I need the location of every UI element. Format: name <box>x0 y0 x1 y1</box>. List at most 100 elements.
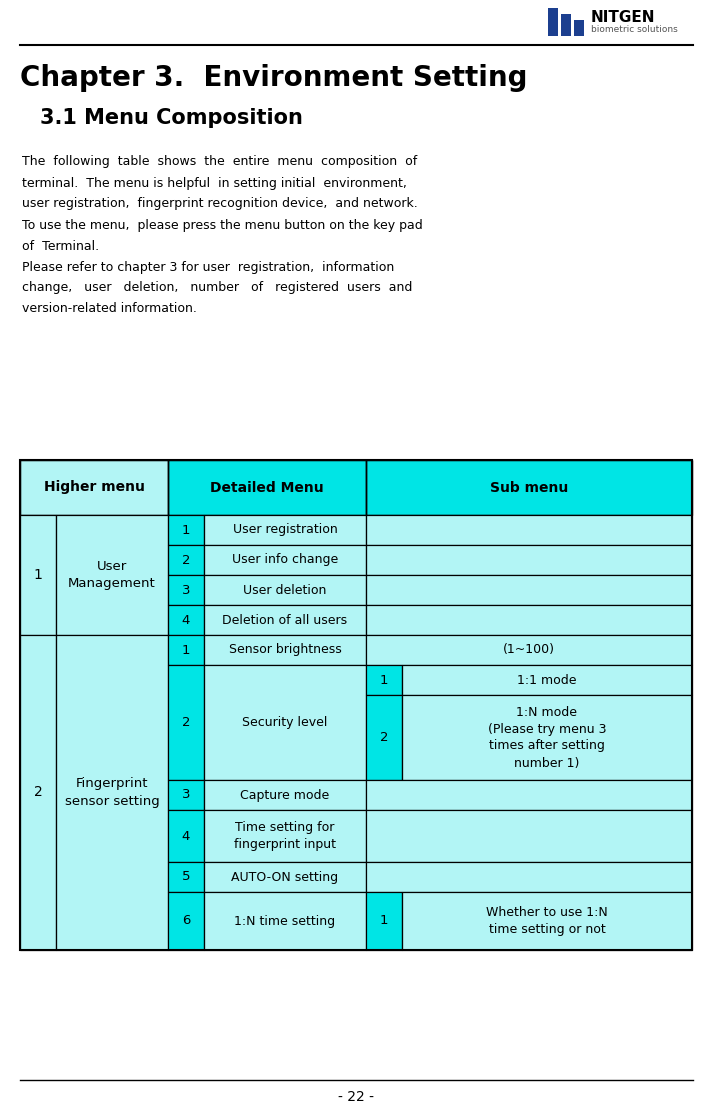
Text: 3: 3 <box>182 583 190 597</box>
Bar <box>366 780 692 810</box>
Bar <box>168 636 204 664</box>
Text: - 22 -: - 22 - <box>339 1090 374 1104</box>
Text: User registration: User registration <box>232 523 337 536</box>
Bar <box>204 810 366 861</box>
Text: user registration,  fingerprint recognition device,  and network.: user registration, fingerprint recogniti… <box>22 197 418 210</box>
Bar <box>168 515 204 545</box>
Bar <box>168 861 204 892</box>
Text: 3: 3 <box>182 788 190 801</box>
Bar <box>168 892 204 951</box>
Text: Sensor brightness: Sensor brightness <box>229 643 342 657</box>
Text: Whether to use 1:N
time setting or not: Whether to use 1:N time setting or not <box>486 906 608 936</box>
Text: 2: 2 <box>380 731 389 743</box>
Bar <box>204 861 366 892</box>
Text: User info change: User info change <box>232 553 338 567</box>
Bar <box>168 460 366 515</box>
Bar <box>402 695 692 780</box>
Bar <box>366 861 692 892</box>
Bar <box>204 636 366 664</box>
Bar <box>366 892 402 951</box>
Bar <box>56 636 168 951</box>
Bar <box>402 695 692 780</box>
Text: 1: 1 <box>380 673 389 687</box>
Bar <box>168 636 204 664</box>
Bar <box>168 780 204 810</box>
Text: 3.1 Menu Composition: 3.1 Menu Composition <box>40 108 303 128</box>
Bar <box>168 605 204 636</box>
Text: To use the menu,  please press the menu button on the key pad: To use the menu, please press the menu b… <box>22 218 423 232</box>
Bar <box>366 460 692 515</box>
Text: Security level: Security level <box>242 716 328 729</box>
Text: 1: 1 <box>182 523 190 536</box>
Bar <box>561 14 571 36</box>
Text: Chapter 3.  Environment Setting: Chapter 3. Environment Setting <box>20 65 528 92</box>
Bar <box>168 460 366 515</box>
Bar <box>204 605 366 636</box>
Bar <box>204 861 366 892</box>
Text: 4: 4 <box>182 613 190 627</box>
Bar <box>402 892 692 951</box>
Bar <box>168 575 204 605</box>
Bar <box>168 664 204 780</box>
Bar <box>366 515 692 545</box>
Text: (1~100): (1~100) <box>503 643 555 657</box>
Text: Deletion of all users: Deletion of all users <box>222 613 347 627</box>
Bar <box>168 575 204 605</box>
Bar <box>366 515 692 545</box>
Text: Higher menu: Higher menu <box>43 481 145 494</box>
Bar <box>366 664 402 695</box>
Bar <box>56 636 168 951</box>
Bar <box>366 575 692 605</box>
Text: 1: 1 <box>182 643 190 657</box>
Bar <box>20 515 56 636</box>
Bar <box>168 780 204 810</box>
Text: NITGEN: NITGEN <box>591 10 655 24</box>
Bar <box>204 545 366 575</box>
Text: Time setting for
fingerprint input: Time setting for fingerprint input <box>234 821 336 851</box>
Bar <box>20 460 168 515</box>
Bar <box>168 545 204 575</box>
Bar <box>366 636 692 664</box>
Bar <box>402 892 692 951</box>
Text: 5: 5 <box>182 870 190 884</box>
Bar <box>204 515 366 545</box>
Bar <box>366 545 692 575</box>
Bar <box>402 664 692 695</box>
Bar <box>168 861 204 892</box>
Bar <box>20 636 56 951</box>
Bar <box>20 636 56 951</box>
Bar <box>56 515 168 636</box>
Bar <box>204 810 366 861</box>
Text: The  following  table  shows  the  entire  menu  composition  of: The following table shows the entire men… <box>22 156 417 168</box>
Text: 4: 4 <box>182 829 190 843</box>
Bar <box>574 20 584 36</box>
Bar <box>366 780 692 810</box>
Bar <box>366 695 402 780</box>
Bar <box>366 810 692 861</box>
Bar <box>548 8 558 36</box>
Text: Please refer to chapter 3 for user  registration,  information: Please refer to chapter 3 for user regis… <box>22 260 394 274</box>
Text: 2: 2 <box>182 553 190 567</box>
Text: 2: 2 <box>34 786 42 799</box>
Bar <box>168 545 204 575</box>
Bar <box>366 861 692 892</box>
Text: version-related information.: version-related information. <box>22 303 197 315</box>
Bar <box>204 575 366 605</box>
Bar <box>366 605 692 636</box>
Bar <box>56 515 168 636</box>
Text: 6: 6 <box>182 915 190 927</box>
Bar <box>204 664 366 780</box>
Bar <box>204 664 366 780</box>
Bar <box>168 892 204 951</box>
Text: 1:N time setting: 1:N time setting <box>235 915 336 927</box>
Text: 1: 1 <box>380 915 389 927</box>
Text: biometric solutions: biometric solutions <box>591 26 678 35</box>
Text: User
Management: User Management <box>68 560 156 590</box>
Bar <box>366 695 402 780</box>
Bar <box>204 575 366 605</box>
Bar <box>204 892 366 951</box>
Bar <box>366 892 402 951</box>
Bar <box>168 810 204 861</box>
Bar <box>168 515 204 545</box>
Bar <box>20 515 56 636</box>
